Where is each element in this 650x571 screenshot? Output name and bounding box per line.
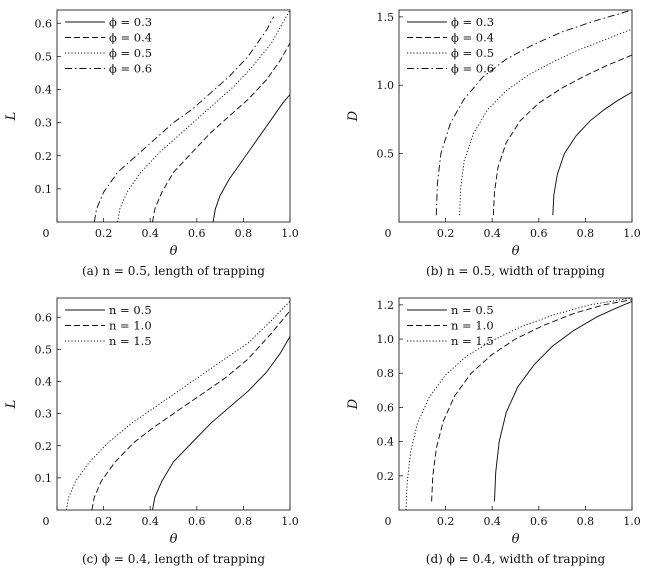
x-tick-label-a-2: 0.4 bbox=[141, 227, 159, 240]
y-tick-label-b-2: 1.5 bbox=[377, 11, 395, 24]
y-tick-label-c-5: 0.6 bbox=[35, 311, 53, 324]
y-tick-label-a-3: 0.4 bbox=[35, 84, 53, 97]
chart-panel-a: 0 0.2 0.4 0.6 0.8 1.0 0.1 0.2 0.3 0.4 0.5 0.6 θ L (a) … bbox=[4, 9, 299, 278]
y-tick-label-a-0: 0.1 bbox=[35, 183, 53, 196]
y-tick-label-d-4: 1.0 bbox=[377, 333, 395, 346]
x-axis-label-b: θ bbox=[512, 244, 520, 259]
chart-panel-c: 0 0.2 0.4 0.6 0.8 1.0 0.1 0.2 0.3 0.4 0.5 0.6 θ L (c) … bbox=[4, 297, 299, 566]
y-tick-label-d-0: 0.2 bbox=[377, 470, 395, 483]
x-tick-label-c-4: 0.8 bbox=[235, 515, 253, 528]
x-axis-label-c: θ bbox=[170, 532, 178, 547]
y-axis-label-d: D bbox=[346, 398, 361, 410]
y-tick-label-a-5: 0.6 bbox=[35, 17, 53, 30]
y-tick-label-b-1: 1.0 bbox=[377, 79, 395, 92]
x-tick-label-d-0: 0 bbox=[385, 515, 392, 528]
legend-entry-c-3: n = 1.5 bbox=[109, 334, 152, 348]
y-axis-label-b: D bbox=[346, 110, 361, 122]
x-tick-label-a-1: 0.2 bbox=[95, 227, 113, 240]
y-axis-label-c: L bbox=[4, 400, 19, 410]
panel-caption-c: (c) ϕ = 0.4, length of trapping bbox=[82, 552, 265, 566]
legend-entry-a-2: ϕ = 0.4 bbox=[109, 31, 152, 45]
legend-entry-b-2: ϕ = 0.4 bbox=[451, 31, 494, 45]
x-tick-label-a-4: 0.8 bbox=[235, 227, 253, 240]
x-tick-label-d-4: 0.8 bbox=[577, 515, 595, 528]
x-tick-label-c-1: 0.2 bbox=[95, 515, 113, 528]
y-tick-label-c-3: 0.4 bbox=[35, 376, 53, 389]
series-line-d-1 bbox=[494, 300, 633, 502]
x-tick-label-b-0: 0 bbox=[385, 227, 392, 240]
plot-frame-a bbox=[56, 9, 291, 223]
series-line-b-2 bbox=[492, 54, 633, 216]
legend-entry-b-1: ϕ = 0.3 bbox=[451, 15, 494, 29]
y-tick-label-d-5: 1.2 bbox=[377, 299, 395, 312]
y-tick-label-c-1: 0.2 bbox=[35, 440, 53, 453]
x-tick-label-a-3: 0.6 bbox=[188, 227, 206, 240]
series-line-c-3 bbox=[65, 300, 291, 511]
x-axis-label-d: θ bbox=[512, 532, 520, 547]
y-tick-label-a-4: 0.5 bbox=[35, 50, 53, 63]
legend-entry-d-2: n = 1.0 bbox=[451, 319, 494, 333]
x-tick-label-d-3: 0.6 bbox=[530, 515, 548, 528]
legend-entry-b-4: ϕ = 0.6 bbox=[451, 62, 494, 76]
legend-entry-a-4: ϕ = 0.6 bbox=[109, 62, 152, 76]
y-tick-label-c-4: 0.5 bbox=[35, 343, 53, 356]
series-line-b-4 bbox=[435, 9, 633, 216]
x-tick-label-a-5: 1.0 bbox=[281, 227, 299, 240]
plot-frame-b bbox=[398, 9, 633, 223]
series-line-a-2 bbox=[152, 42, 291, 223]
chart-panel-b: 0 0.2 0.4 0.6 0.8 1.0 0.5 1.0 1.5 θ D (b) n = 0.5, … bbox=[346, 9, 641, 278]
y-tick-label-c-0: 0.1 bbox=[35, 472, 53, 485]
legend-entry-d-1: n = 0.5 bbox=[451, 303, 494, 317]
y-tick-label-c-2: 0.3 bbox=[35, 408, 53, 421]
series-line-a-1 bbox=[212, 94, 291, 223]
x-tick-label-d-5: 1.0 bbox=[623, 515, 641, 528]
y-tick-label-b-0: 0.5 bbox=[377, 148, 395, 161]
plot-frame-c bbox=[56, 297, 291, 511]
series-line-d-2 bbox=[431, 299, 633, 502]
legend-entry-c-1: n = 0.5 bbox=[109, 303, 152, 317]
panel-caption-b: (b) n = 0.5, width of trapping bbox=[426, 264, 605, 278]
series-line-a-3 bbox=[117, 9, 291, 223]
x-tick-label-b-4: 0.8 bbox=[577, 227, 595, 240]
legend-entry-b-3: ϕ = 0.5 bbox=[451, 46, 494, 60]
series-line-c-2 bbox=[91, 310, 291, 511]
legend-entry-d-3: n = 1.5 bbox=[451, 334, 494, 348]
x-tick-label-c-2: 0.4 bbox=[141, 515, 159, 528]
x-tick-label-a-0: 0 bbox=[43, 227, 50, 240]
legend-entry-a-3: ϕ = 0.5 bbox=[109, 46, 152, 60]
series-line-b-1 bbox=[552, 91, 633, 216]
y-tick-label-d-1: 0.4 bbox=[377, 436, 395, 449]
y-tick-label-d-3: 0.8 bbox=[377, 367, 395, 380]
panel-caption-a: (a) n = 0.5, length of trapping bbox=[82, 264, 265, 278]
series-line-b-3 bbox=[459, 28, 633, 216]
x-tick-label-b-5: 1.0 bbox=[623, 227, 641, 240]
y-tick-label-a-1: 0.2 bbox=[35, 150, 53, 163]
series-line-c-1 bbox=[152, 336, 291, 511]
x-tick-label-b-3: 0.6 bbox=[530, 227, 548, 240]
x-tick-label-c-5: 1.0 bbox=[281, 515, 299, 528]
chart-panel-d: 0 0.2 0.4 0.6 0.8 1.0 0.2 0.4 0.6 0.8 1.0 1.2 θ D (d) … bbox=[346, 297, 641, 566]
x-tick-label-b-1: 0.2 bbox=[437, 227, 455, 240]
y-tick-label-a-2: 0.3 bbox=[35, 117, 53, 130]
x-axis-label-a: θ bbox=[170, 244, 178, 259]
x-tick-label-c-3: 0.6 bbox=[188, 515, 206, 528]
series-line-d-3 bbox=[405, 297, 633, 511]
x-tick-label-b-2: 0.4 bbox=[483, 227, 501, 240]
x-tick-label-d-2: 0.4 bbox=[483, 515, 501, 528]
series-line-a-4 bbox=[93, 16, 275, 223]
x-tick-label-c-0: 0 bbox=[43, 515, 50, 528]
plot-frame-d bbox=[398, 297, 633, 511]
legend-entry-a-1: ϕ = 0.3 bbox=[109, 15, 152, 29]
panel-caption-d: (d) ϕ = 0.4, width of trapping bbox=[426, 552, 606, 566]
y-axis-label-a: L bbox=[4, 112, 19, 122]
y-tick-label-d-2: 0.6 bbox=[377, 401, 395, 414]
legend-entry-c-2: n = 1.0 bbox=[109, 319, 152, 333]
x-tick-label-d-1: 0.2 bbox=[437, 515, 455, 528]
